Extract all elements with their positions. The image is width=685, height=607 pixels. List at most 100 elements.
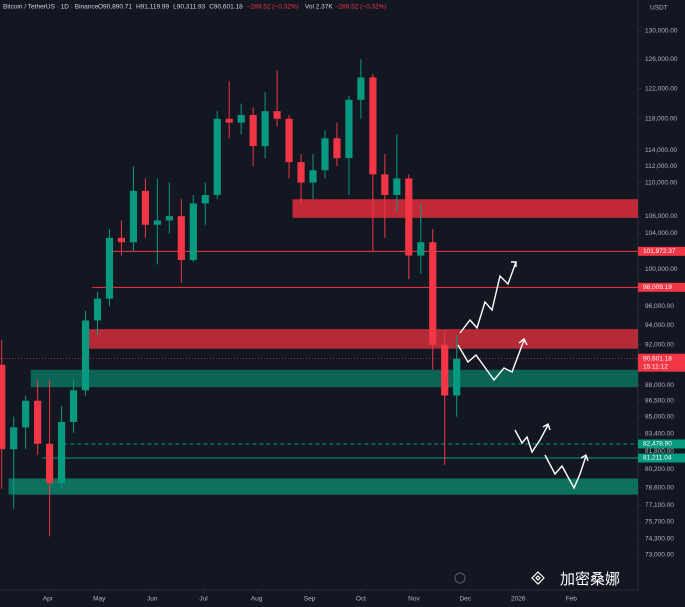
candle-body — [393, 178, 401, 196]
countdown: 15:11:12 — [643, 363, 668, 370]
zone — [87, 329, 638, 349]
candle-body — [369, 77, 377, 175]
tv-logo — [454, 572, 466, 584]
x-tick-label: May — [93, 596, 106, 603]
y-tick-label: 88,000.00 — [645, 382, 674, 389]
zone — [292, 199, 638, 218]
candle-body — [237, 114, 245, 123]
x-tick-label: Oct — [356, 596, 366, 603]
candle-body — [249, 114, 257, 147]
header: Bitcoin / TetherUS · 1D · Binance O90,89… — [3, 4, 387, 11]
y-tick-label: 96,000.00 — [645, 303, 674, 310]
arrow-head — [511, 261, 517, 267]
y-tick-label: 77,100.00 — [645, 502, 674, 509]
arrow-head — [542, 422, 551, 431]
ohlc-value: −289.52 (−0.32%) — [247, 4, 299, 11]
last-price-label: 90,601.18 — [643, 355, 672, 362]
level-label-box — [638, 282, 685, 292]
arrow-head — [580, 453, 589, 462]
candle-body — [273, 111, 281, 119]
y-tick-label: 86,500.00 — [645, 397, 674, 404]
candle-body — [46, 443, 54, 484]
candle-body — [93, 298, 102, 321]
candle-body — [453, 358, 461, 396]
y-tick-label: 81,800.00 — [645, 448, 674, 455]
candle-body — [381, 174, 389, 196]
scenario-arrows — [457, 261, 589, 490]
level-label-box — [638, 439, 685, 449]
y-tick-label: 126,000.00 — [645, 56, 678, 63]
candle-body — [0, 364, 6, 450]
candle-body — [165, 216, 173, 221]
y-tick-label: 122,000.00 — [645, 85, 678, 92]
candle-body — [321, 138, 329, 171]
zone — [30, 369, 638, 388]
watermark-logo — [531, 571, 545, 585]
x-tick-label: Apr — [43, 596, 54, 603]
candle-body — [261, 111, 269, 147]
y-tick-label: 130,000.00 — [645, 28, 678, 35]
level-label-box — [638, 453, 685, 463]
candle-body — [69, 390, 78, 422]
candle-body — [10, 427, 18, 450]
x-tick-label: 2026 — [511, 596, 526, 603]
candle-body — [429, 242, 437, 345]
arrow — [459, 261, 517, 334]
volume-change: −289.52 (−0.32%) — [335, 4, 387, 11]
y-tick-label: 118,000.00 — [645, 116, 677, 123]
y-tick-label: 83,400.00 — [645, 431, 674, 438]
candle-body — [285, 118, 293, 163]
candle-body — [34, 400, 42, 444]
y-tick-label: 114,000.00 — [645, 147, 677, 154]
x-tick-label: Jun — [147, 596, 158, 603]
arrow — [544, 454, 587, 490]
x-tick-label: Sep — [304, 596, 316, 603]
y-tick-label: 106,000.00 — [645, 213, 678, 220]
candle-body — [22, 400, 30, 428]
x-tick-label: Nov — [408, 596, 420, 603]
ohlc-value: O90,890.71 — [98, 4, 132, 11]
last-price-box — [638, 353, 685, 372]
ohlc-value: C90,601.18 — [209, 4, 243, 11]
level-label: 101,972.37 — [643, 248, 676, 255]
level-label: 98,009.19 — [643, 284, 672, 291]
y-tick-label: 85,000.00 — [645, 413, 674, 420]
candle-body — [405, 178, 413, 256]
candle-body — [57, 421, 66, 484]
level-label: 82,478.90 — [643, 441, 672, 448]
arrow — [457, 339, 525, 382]
y-tick-label: 92,000.00 — [645, 341, 674, 348]
x-tick-label: Jul — [199, 596, 208, 603]
candle-body — [213, 118, 221, 196]
candle-body — [129, 190, 138, 243]
ohlc-value: L90,311.93 — [173, 4, 205, 11]
x-tick-label: Feb — [566, 596, 578, 603]
candle-body — [225, 118, 233, 123]
x-tick-label: Aug — [251, 596, 263, 603]
candle-body — [357, 77, 365, 100]
watermark: 加密桑娜 — [560, 571, 620, 588]
candle-body — [177, 216, 185, 261]
candle-body — [105, 237, 114, 299]
candle-body — [81, 320, 90, 391]
candle-body — [309, 170, 317, 183]
arrow — [514, 424, 549, 454]
y-tick-label: 112,000.00 — [645, 163, 677, 170]
y-tick-label: 100,000.00 — [645, 266, 678, 273]
currency: USDT — [650, 5, 668, 12]
candle-body — [201, 195, 209, 204]
y-tick-label: 80,200.00 — [645, 466, 674, 473]
y-tick-label: 75,700.00 — [645, 519, 674, 526]
ohlc-value: H91,119.99 — [136, 4, 170, 11]
candle-body — [345, 99, 353, 159]
x-tick-label: Dec — [459, 596, 471, 603]
candle-body — [297, 162, 305, 183]
level-label-box — [638, 246, 685, 256]
y-tick-label: 74,300.00 — [645, 535, 674, 542]
candle-body — [117, 237, 126, 243]
zone — [8, 478, 638, 495]
symbol-title: Bitcoin / TetherUS · 1D · Binance — [3, 4, 99, 11]
y-tick-label: 94,000.00 — [645, 322, 674, 329]
